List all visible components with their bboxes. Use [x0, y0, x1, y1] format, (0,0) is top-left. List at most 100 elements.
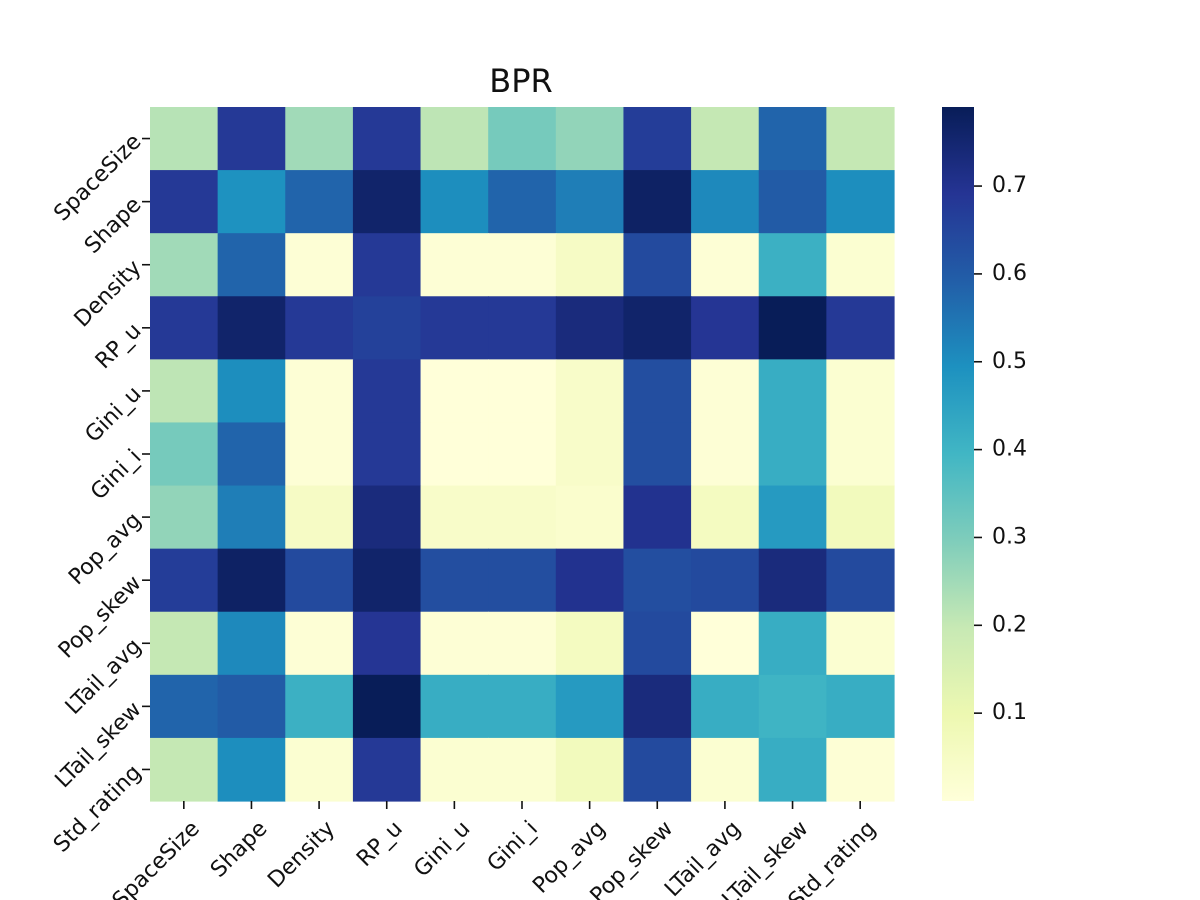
heatmap-cell	[217, 611, 286, 676]
heatmap-cell	[691, 737, 760, 802]
heatmap-cell	[691, 422, 760, 487]
y-tick-label: Density	[70, 256, 147, 333]
heatmap-cell	[826, 674, 895, 739]
heatmap-cell	[150, 359, 219, 424]
heatmap-cell	[150, 548, 219, 613]
heatmap-cell	[420, 548, 489, 613]
heatmap-cell	[691, 233, 760, 297]
heatmap-cell	[352, 422, 422, 487]
heatmap-cell	[623, 548, 692, 613]
colorbar-ticks: 0.1 0.2 0.3 0.4 0.5 0.6 0.7	[974, 173, 1027, 725]
y-tick-label: Gini_u	[81, 382, 147, 448]
heatmap-cell	[420, 737, 489, 802]
y-tick-label: Gini_i	[86, 445, 146, 505]
heatmap-cell	[758, 422, 827, 487]
heatmap-cell	[826, 170, 895, 234]
heatmap-cell	[150, 485, 219, 550]
heatmap-cell	[758, 611, 827, 676]
heatmap-cell	[758, 296, 827, 360]
heatmap-cell	[488, 611, 557, 676]
heatmap-cell	[691, 107, 760, 171]
heatmap-cell	[555, 422, 625, 487]
x-tick-label: Density	[263, 816, 340, 893]
heatmap-cell	[488, 170, 557, 234]
heatmap-cell	[623, 296, 692, 360]
heatmap-cell	[150, 674, 219, 739]
heatmap-cell	[488, 296, 557, 360]
heatmap-cell	[352, 611, 422, 676]
heatmap-cell	[285, 674, 354, 739]
heatmap-cell	[352, 296, 422, 360]
heatmap-cell	[555, 296, 625, 360]
heatmap-cell	[352, 485, 422, 550]
heatmap-cell	[285, 233, 354, 297]
x-tick-label: Shape	[206, 816, 272, 882]
heatmap-cell	[555, 170, 625, 234]
heatmap-cell	[555, 548, 625, 613]
chart-title: BPR	[489, 62, 552, 100]
heatmap-cell	[623, 107, 692, 171]
x-tick-label: RP_u	[352, 816, 408, 872]
x-tick-label: Gini_i	[483, 816, 543, 876]
heatmap-cell	[352, 107, 422, 171]
heatmap-cell	[488, 233, 557, 297]
heatmap-cell	[623, 170, 692, 234]
heatmap-cell	[420, 422, 489, 487]
colorbar-tick-label: 0.3	[992, 524, 1027, 549]
colorbar-tick-label: 0.7	[992, 173, 1027, 198]
colorbar-tick-label: 0.4	[992, 437, 1027, 462]
y-axis: SpaceSizeShapeDensityRP_uGini_uGini_iPop…	[49, 129, 150, 858]
heatmap-cell	[217, 233, 286, 297]
heatmap-cells	[150, 107, 895, 802]
heatmap-cell	[488, 674, 557, 739]
heatmap-cell	[826, 107, 895, 171]
heatmap-cell	[420, 170, 489, 234]
heatmap-cell	[488, 548, 557, 613]
heatmap-cell	[352, 233, 422, 297]
heatmap-cell	[217, 548, 286, 613]
heatmap-cell	[285, 611, 354, 676]
heatmap-cell	[691, 170, 760, 234]
heatmap-cell	[352, 737, 422, 802]
heatmap-cell	[623, 737, 692, 802]
heatmap-cell	[488, 359, 557, 424]
heatmap-cell	[352, 674, 422, 739]
heatmap-cell	[488, 422, 557, 487]
heatmap-cell	[623, 422, 692, 487]
heatmap-cell	[826, 611, 895, 676]
heatmap-cell	[691, 359, 760, 424]
heatmap-cell	[420, 296, 489, 360]
heatmap-cell	[150, 170, 219, 234]
heatmap-cell	[150, 611, 219, 676]
heatmap-cell	[285, 107, 354, 171]
heatmap-cell	[758, 674, 827, 739]
heatmap-cell	[217, 737, 286, 802]
heatmap-cell	[758, 233, 827, 297]
heatmap-cell	[150, 737, 219, 802]
heatmap-cell	[826, 548, 895, 613]
heatmap-cell	[691, 674, 760, 739]
x-tick-label: Gini_u	[409, 816, 475, 882]
heatmap-cell	[285, 359, 354, 424]
heatmap-cell	[352, 170, 422, 234]
heatmap-cell	[150, 107, 219, 171]
heatmap-cell	[488, 485, 557, 550]
colorbar: 0.1 0.2 0.3 0.4 0.5 0.6 0.7	[942, 107, 1027, 801]
heatmap-cell	[285, 422, 354, 487]
heatmap-cell	[285, 548, 354, 613]
heatmap-cell	[488, 107, 557, 171]
heatmap-cell	[555, 359, 625, 424]
heatmap-cell	[555, 611, 625, 676]
heatmap-cell	[758, 737, 827, 802]
heatmap-cell	[691, 611, 760, 676]
x-tick-label: SpaceSize	[108, 816, 205, 900]
heatmap-cell	[420, 674, 489, 739]
heatmap-cell	[826, 737, 895, 802]
heatmap-cell	[285, 170, 354, 234]
colorbar-tick-label: 0.2	[992, 612, 1027, 637]
heatmap-cell	[217, 296, 286, 360]
heatmap-cell	[217, 107, 286, 171]
colorbar-tick-label: 0.5	[992, 349, 1027, 374]
colorbar-tick-label: 0.6	[992, 261, 1027, 286]
